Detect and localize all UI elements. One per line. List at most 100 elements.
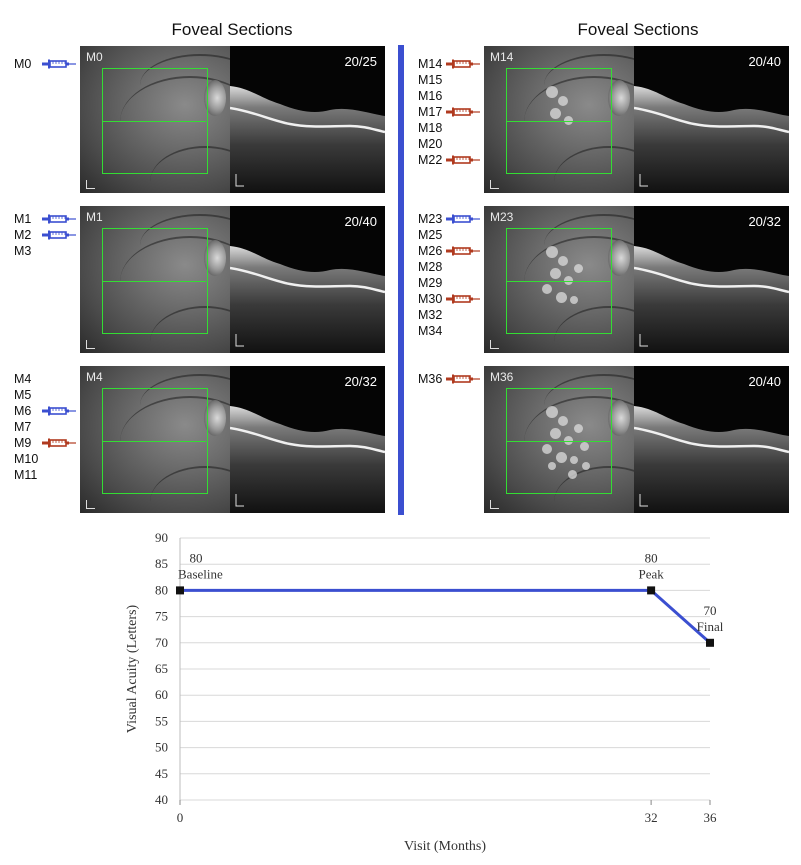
month-row: M10	[14, 451, 76, 467]
month-label: M25	[418, 228, 443, 242]
atrophy-lesion	[570, 296, 578, 304]
y-tick-label: 65	[155, 661, 168, 676]
oct-scale-bar	[639, 174, 648, 187]
oct-bscan	[634, 246, 789, 353]
retinal-vessel	[554, 306, 664, 353]
scale-bar	[490, 500, 499, 509]
month-label: M15	[418, 73, 443, 87]
y-axis-label: Visual Acuity (Letters)	[125, 605, 140, 734]
retinal-vessel	[524, 396, 664, 488]
panel-month-label: M1	[86, 210, 103, 224]
month-row: M22	[418, 152, 481, 168]
panel-month-label: M0	[86, 50, 103, 64]
rpe-line	[634, 426, 789, 454]
y-tick-label: 70	[155, 635, 168, 650]
scale-bar	[86, 340, 95, 349]
data-point	[706, 638, 714, 647]
retinal-vessel	[524, 236, 664, 328]
month-row: M30	[418, 291, 481, 307]
month-label: M29	[418, 276, 443, 290]
fundus-image	[80, 46, 260, 193]
retina-layers	[634, 406, 789, 513]
oct-scan	[634, 366, 789, 513]
month-label: M26	[418, 244, 443, 258]
data-point	[647, 586, 656, 595]
syringe-icon	[446, 59, 481, 69]
month-row: M14	[418, 56, 481, 72]
syringe-icon	[446, 374, 481, 384]
y-tick-label: 60	[155, 687, 168, 702]
retina-layers	[230, 86, 385, 193]
month-list-m4: M4 M5 M6 M7 M9 M10 M11	[14, 371, 76, 483]
syringe-icon	[446, 294, 481, 304]
scan-line	[102, 441, 206, 442]
panel-month-label: M23	[490, 210, 514, 224]
atrophy-lesion	[570, 456, 578, 464]
oct-scan	[230, 366, 385, 513]
month-label: M32	[418, 308, 443, 322]
retina-layers	[634, 246, 789, 353]
annotation-label: Peak	[638, 566, 664, 581]
retina-layers	[230, 246, 385, 353]
y-tick-label: 50	[155, 740, 168, 755]
month-row: M26	[418, 243, 481, 259]
month-label: M6	[14, 404, 32, 418]
month-row: M20	[418, 136, 480, 152]
syringe-icon	[446, 246, 481, 256]
month-list-m0: M0	[14, 56, 76, 72]
month-row: M36	[418, 371, 481, 387]
optic-disc	[204, 400, 226, 436]
retinal-vessel	[120, 236, 260, 328]
syringe-icon	[42, 438, 76, 448]
month-row: M6	[14, 403, 76, 419]
month-row: M9	[14, 435, 76, 451]
month-row: M16	[418, 88, 480, 104]
month-label: M7	[14, 420, 32, 434]
oct-scale-bar	[235, 494, 244, 507]
imaging-panel: M0 20/25	[80, 46, 385, 193]
month-row: M18	[418, 120, 480, 136]
oct-scale-bar	[639, 494, 648, 507]
scan-line	[102, 121, 206, 122]
x-tick-label: 0	[177, 810, 184, 825]
y-tick-label: 85	[155, 556, 168, 571]
syringe-icon	[42, 59, 76, 69]
oct-scale-bar	[639, 334, 648, 347]
month-label: M3	[14, 244, 32, 258]
annotation-label: Baseline	[178, 566, 223, 581]
month-label: M18	[418, 121, 443, 135]
retinal-vessel	[140, 214, 260, 276]
oct-bscan	[230, 406, 385, 513]
retinal-vessel	[524, 76, 664, 168]
visual-acuity-chart: 40 45 50 55 60 65 70 75 80 85 90 0 32 36 Visit (Months…	[120, 528, 800, 860]
scan-line	[102, 281, 206, 282]
imaging-panel: M4 20/32	[80, 366, 385, 513]
rpe-line	[634, 266, 789, 294]
atrophy-lesion	[574, 424, 583, 433]
atrophy-lesion	[542, 444, 552, 454]
syringe-icon	[446, 107, 481, 117]
month-label: M10	[14, 452, 39, 466]
month-row: M7	[14, 419, 76, 435]
optic-disc	[608, 240, 630, 276]
oct-scan	[230, 46, 385, 193]
scan-line	[506, 441, 610, 442]
oct-scale-bar	[235, 334, 244, 347]
oct-bscan	[634, 406, 789, 513]
atrophy-lesion	[564, 436, 573, 445]
y-tick-label: 80	[155, 582, 168, 597]
fundus-image	[484, 206, 664, 353]
month-row: M29	[418, 275, 480, 291]
y-tick-label: 40	[155, 792, 168, 807]
rpe-line	[230, 426, 385, 454]
panel-month-label: M14	[490, 50, 514, 64]
retinal-vessel	[544, 374, 664, 436]
atrophy-lesion	[550, 268, 561, 279]
atrophy-lesion	[564, 116, 573, 125]
month-label: M2	[14, 228, 32, 242]
month-label: M1	[14, 212, 32, 226]
month-row: M11	[14, 467, 76, 483]
atrophy-lesion	[582, 462, 590, 470]
y-tick-label: 90	[155, 530, 168, 545]
left-column-title: Foveal Sections	[171, 20, 293, 39]
